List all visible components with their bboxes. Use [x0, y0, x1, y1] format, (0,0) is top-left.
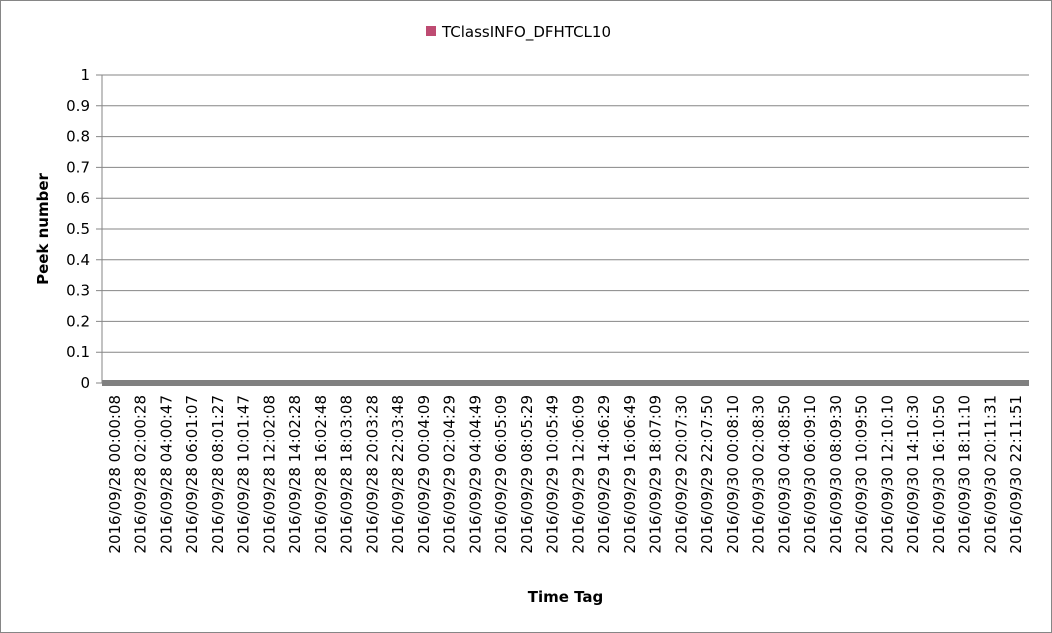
- x-tick-label: 2016/09/28 16:02:48: [312, 395, 330, 554]
- y-axis-title: Peek number: [34, 172, 52, 284]
- x-tick-label: 2016/09/29 02:04:29: [441, 395, 459, 554]
- x-tick-label: 2016/09/29 06:05:09: [492, 395, 510, 554]
- x-tick-label: 2016/09/30 18:11:10: [956, 395, 974, 554]
- x-tick-label: 2016/09/30 12:10:10: [878, 395, 896, 554]
- x-tick-label: 2016/09/28 00:00:08: [106, 395, 124, 554]
- x-tick-label: 2016/09/29 16:06:49: [621, 395, 639, 554]
- x-tick-label: 2016/09/28 22:03:48: [389, 395, 407, 554]
- x-tick-label: 2016/09/28 18:03:08: [338, 395, 356, 554]
- x-tick-label: 2016/09/29 00:04:09: [415, 395, 433, 554]
- x-tick-label: 2016/09/28 08:01:27: [209, 395, 227, 554]
- y-tick-label: 0.8: [66, 128, 90, 146]
- gridlines: [96, 74, 1029, 384]
- x-tick-label: 2016/09/30 06:09:10: [801, 395, 819, 554]
- y-tick-label: 0.9: [66, 97, 90, 115]
- x-tick-label: 2016/09/28 02:00:28: [132, 395, 150, 554]
- x-tick-label: 2016/09/28 10:01:47: [235, 395, 253, 554]
- y-tick-label: 0.7: [66, 158, 90, 176]
- x-tick-label: 2016/09/28 06:01:07: [183, 395, 201, 554]
- x-tick-label: 2016/09/30 10:09:50: [853, 395, 871, 554]
- x-tick-label: 2016/09/30 16:10:50: [930, 395, 948, 554]
- x-tick-label: 2016/09/29 10:05:49: [544, 395, 562, 554]
- x-tick-label: 2016/09/29 18:07:09: [647, 395, 665, 554]
- x-tick-label: 2016/09/30 22:11:51: [1007, 395, 1025, 554]
- x-axis-tick-labels: 2016/09/28 00:00:08 2016/09/28 02:00:28 20…: [106, 395, 1025, 554]
- x-tick-label: 2016/09/29 20:07:30: [672, 395, 690, 554]
- y-tick-label: 0: [80, 374, 90, 392]
- zero-baseline: [102, 380, 1029, 386]
- x-tick-label: 2016/09/30 20:11:31: [981, 395, 999, 554]
- x-tick-label: 2016/09/30 04:08:50: [775, 395, 793, 554]
- y-tick-label: 0.3: [66, 282, 90, 300]
- x-tick-label: 2016/09/29 08:05:29: [518, 395, 536, 554]
- x-tick-label: 2016/09/28 04:00:47: [157, 395, 175, 554]
- x-tick-label: 2016/09/29 04:04:49: [466, 395, 484, 554]
- x-tick-label: 2016/09/29 14:06:29: [595, 395, 613, 554]
- plot-area: [102, 380, 1029, 386]
- legend: TClassINFO_DFHTCL10: [426, 23, 611, 42]
- x-tick-label: 2016/09/30 00:08:10: [724, 395, 742, 554]
- x-tick-label: 2016/09/30 14:10:30: [904, 395, 922, 554]
- y-tick-label: 0.5: [66, 220, 90, 238]
- x-tick-label: 2016/09/30 08:09:30: [827, 395, 845, 554]
- x-tick-label: 2016/09/29 12:06:09: [569, 395, 587, 554]
- legend-label: TClassINFO_DFHTCL10: [441, 23, 611, 42]
- x-tick-label: 2016/09/29 22:07:50: [698, 395, 716, 554]
- y-tick-label: 0.4: [66, 251, 90, 269]
- x-tick-label: 2016/09/28 14:02:28: [286, 395, 304, 554]
- x-tick-label: 2016/09/28 20:03:28: [363, 395, 381, 554]
- y-tick-label: 1: [80, 66, 90, 84]
- y-tick-label: 0.2: [66, 312, 90, 330]
- y-axis-tick-labels: 0 0.1 0.2 0.3 0.4 0.5 0.6 0.7 0.8 0.9 1: [66, 66, 90, 392]
- x-tick-label: 2016/09/28 12:02:08: [260, 395, 278, 554]
- x-tick-label: 2016/09/30 02:08:30: [750, 395, 768, 554]
- x-axis-title: Time Tag: [528, 588, 604, 606]
- y-tick-label: 0.6: [66, 189, 90, 207]
- legend-swatch: [426, 26, 436, 36]
- y-tick-label: 0.1: [66, 343, 90, 361]
